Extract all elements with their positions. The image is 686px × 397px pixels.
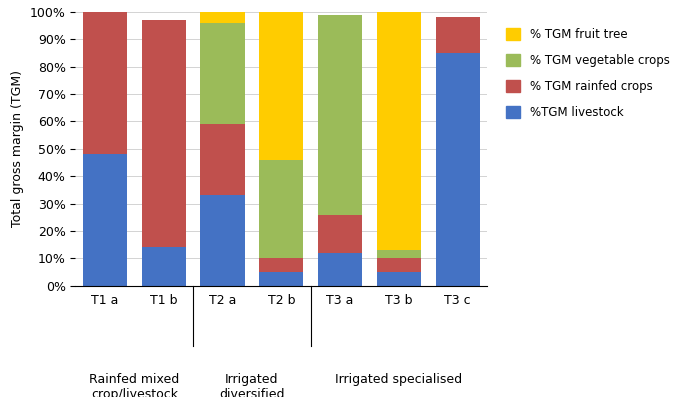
Bar: [141, 20, 186, 247]
Y-axis label: Total gross margin (TGM): Total gross margin (TGM): [11, 70, 24, 227]
Bar: [83, 154, 127, 286]
Bar: [200, 195, 244, 286]
Bar: [377, 250, 421, 258]
Bar: [436, 53, 480, 286]
Bar: [318, 15, 362, 215]
Bar: [436, 17, 480, 53]
Bar: [83, 12, 127, 154]
Bar: [200, 23, 244, 124]
Bar: [318, 215, 362, 253]
Text: Irrigated specialised: Irrigated specialised: [335, 374, 462, 387]
Bar: [377, 12, 421, 250]
Legend: % TGM fruit tree, % TGM vegetable crops, % TGM rainfed crops, %TGM livestock: % TGM fruit tree, % TGM vegetable crops,…: [501, 23, 674, 124]
Bar: [200, 12, 244, 23]
Bar: [259, 12, 303, 160]
Bar: [141, 247, 186, 286]
Bar: [200, 124, 244, 195]
Bar: [259, 160, 303, 258]
Text: Rainfed mixed
crop/livestock: Rainfed mixed crop/livestock: [89, 374, 179, 397]
Bar: [377, 272, 421, 286]
Bar: [259, 258, 303, 272]
Bar: [377, 258, 421, 272]
Text: Irrigated
diversified: Irrigated diversified: [219, 374, 285, 397]
Bar: [318, 253, 362, 286]
Bar: [259, 272, 303, 286]
